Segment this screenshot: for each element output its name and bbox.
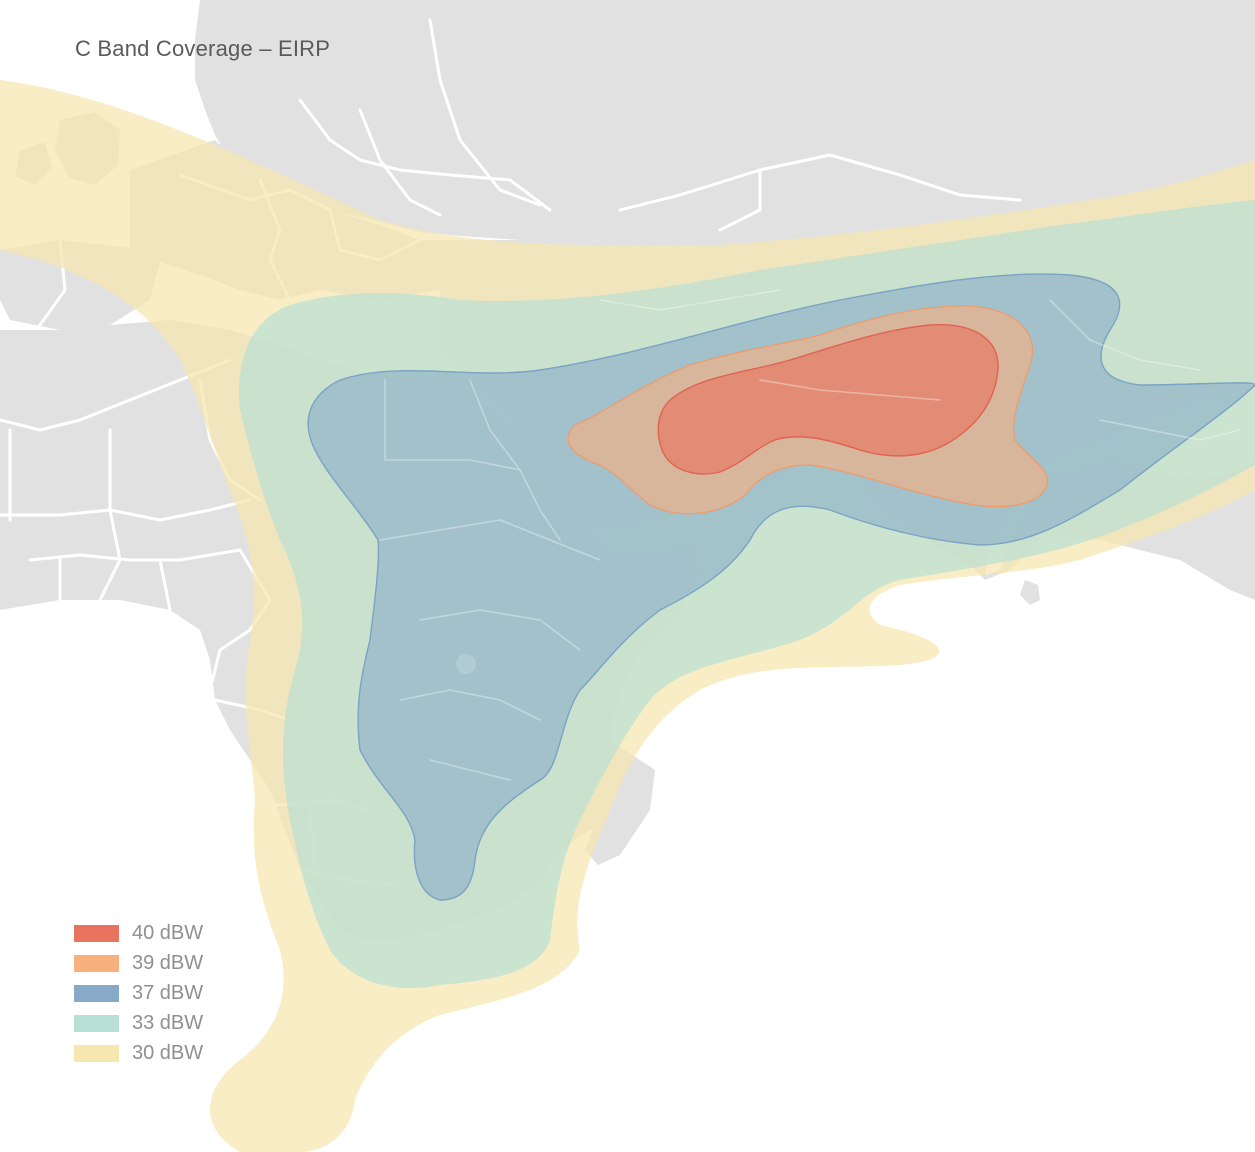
inner-border-4: [419, 609, 581, 651]
legend-swatch-40-dbw: [74, 924, 119, 942]
legend-swatch-30-dbw: [74, 1044, 119, 1062]
lake-victoria: [456, 654, 476, 674]
inner-border-3: [379, 519, 601, 561]
legend-item-37-dbw: 37 dBW: [74, 978, 274, 1008]
border-europe-5: [428, 18, 542, 207]
legend-item-33-dbw: 33 dBW: [74, 1008, 274, 1038]
border-nafrica-2: [0, 498, 252, 522]
legend-swatch-39-dbw: [74, 954, 119, 972]
contour-40-dbw: [657, 323, 999, 475]
inner-border-1: [384, 379, 521, 471]
inner-border-9: [1099, 419, 1241, 441]
legend-swatch-33-dbw: [74, 1014, 119, 1032]
legend-label-39-dbw: 39 dBW: [132, 951, 204, 974]
contour-37-dbw: [307, 273, 1255, 901]
legend-label-33-dbw: 33 dBW: [132, 1011, 204, 1034]
inner-border-6: [429, 759, 511, 781]
inner-border-7: [759, 379, 941, 401]
border-wafrica-1: [28, 548, 242, 562]
land-madagascar: [585, 760, 655, 865]
legend-item-40-dbw: 40 dBW: [74, 918, 274, 948]
land-sri-lanka: [1020, 580, 1040, 605]
inner-border-2: [469, 379, 561, 541]
inner-border-10: [599, 289, 781, 311]
legend-item-39-dbw: 39 dBW: [74, 948, 274, 978]
inner-border-5: [399, 689, 541, 721]
legend-label-30-dbw: 30 dBW: [132, 1041, 204, 1064]
legend-label-37-dbw: 37 dBW: [132, 981, 204, 1004]
inner-borders-layer: [379, 289, 1241, 781]
border-europe-4: [358, 108, 442, 217]
border-russia-1: [618, 153, 1022, 212]
land-eurasia: [195, 0, 1255, 242]
legend-swatch-37-dbw: [74, 984, 119, 1002]
legend-item-30-dbw: 30 dBW: [74, 1038, 274, 1068]
legend-label-40-dbw: 40 dBW: [132, 921, 204, 944]
inner-border-8: [1049, 299, 1201, 371]
map-title: C Band Coverage – EIRP: [75, 36, 331, 61]
border-nafrica-4: [98, 428, 122, 602]
legend: 40 dBW 39 dBW 37 dBW 33 dBW 30 dBW: [74, 918, 274, 1068]
border-europe-6: [298, 98, 552, 212]
coverage-layer: [0, 80, 1255, 1152]
border-wafrica-3: [158, 558, 172, 612]
border-russia-2: [718, 168, 762, 232]
